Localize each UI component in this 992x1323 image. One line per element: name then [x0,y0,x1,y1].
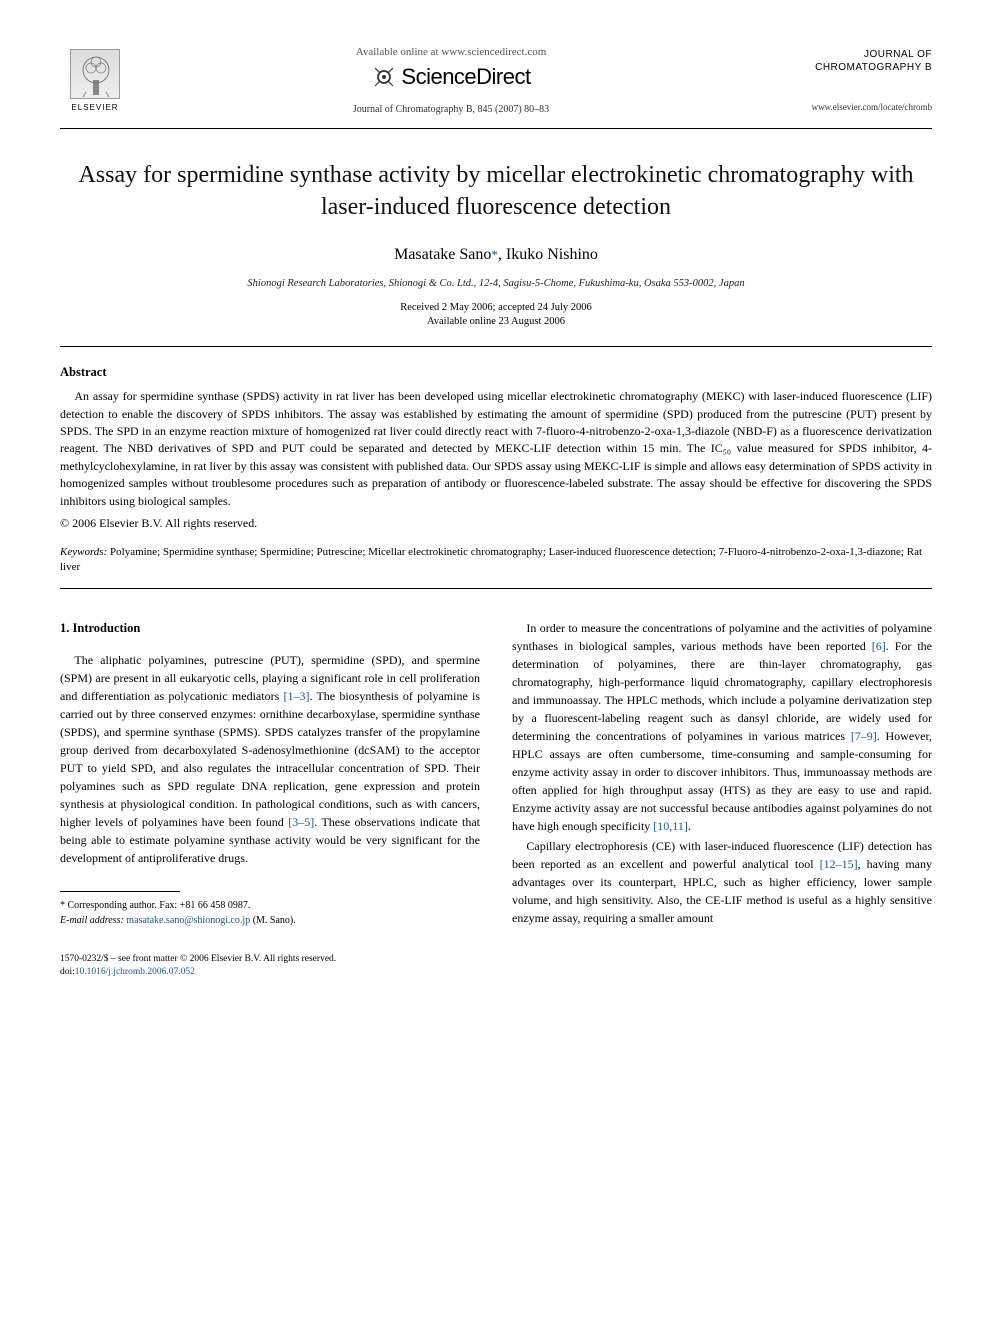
front-matter: 1570-0232/$ – see front matter © 2006 El… [60,953,932,966]
para2-text-a: In order to measure the concentrations o… [512,621,932,653]
doi-link[interactable]: 10.1016/j.jchromb.2006.07.052 [75,967,195,977]
right-column: In order to measure the concentrations o… [512,619,932,929]
sciencedirect-text: ScienceDirect [401,64,530,90]
right-header: JOURNAL OF CHROMATOGRAPHY B www.elsevier… [772,48,932,112]
dates: Received 2 May 2006; accepted 24 July 20… [60,301,932,330]
para2-text-d: . [688,819,691,833]
para2-text-b: . For the determination of polyamines, t… [512,639,932,743]
author-1: Masatake Sano [394,246,491,263]
journal-citation: Journal of Chromatography B, 845 (2007) … [130,104,772,115]
copyright: © 2006 Elsevier B.V. All rights reserved… [60,516,932,531]
doi-line: doi:10.1016/j.jchromb.2006.07.052 [60,966,932,979]
para2-text-c: . However, HPLC assays are often cumbers… [512,729,932,833]
ref-link-7-9[interactable]: [7–9] [851,729,877,743]
authors: Masatake Sano*, Ikuko Nishino [60,246,932,264]
keywords-label: Keywords: [60,546,107,558]
footnote: * Corresponding author. Fax: +81 66 458 … [60,898,480,928]
publisher-logo: ELSEVIER [60,40,130,120]
intro-para-3: Capillary electrophoresis (CE) with lase… [512,837,932,927]
abstract-body: An assay for spermidine synthase (SPDS) … [60,388,932,510]
body-columns: 1. Introduction The aliphatic polyamines… [60,619,932,929]
email-line: E-mail address: masatake.sano@shionogi.c… [60,913,480,928]
available-online-text: Available online at www.sciencedirect.co… [130,46,772,58]
footer-matter: 1570-0232/$ – see front matter © 2006 El… [60,953,932,980]
doi-label: doi: [60,967,75,977]
sciencedirect-logo: ScienceDirect [371,64,530,90]
author-2: Ikuko Nishino [506,246,598,263]
ref-link-6[interactable]: [6] [872,639,886,653]
sciencedirect-icon [371,64,397,90]
journal-url: www.elsevier.com/locate/chromb [772,102,932,112]
publisher-name: ELSEVIER [71,103,118,112]
affiliation: Shionogi Research Laboratories, Shionogi… [60,278,932,289]
left-column: 1. Introduction The aliphatic polyamines… [60,619,480,929]
para1-text-b: . The biosynthesis of polyamine is carri… [60,689,480,829]
journal-name: JOURNAL OF CHROMATOGRAPHY B [772,48,932,74]
keywords: Keywords: Polyamine; Spermidine synthase… [60,545,932,576]
intro-para-2: In order to measure the concentrations o… [512,619,932,835]
journal-name-line2: CHROMATOGRAPHY B [772,61,932,74]
email-name: (M. Sano). [253,915,296,926]
email-label: E-mail address: [60,915,124,926]
intro-para-1: The aliphatic polyamines, putrescine (PU… [60,651,480,867]
elsevier-tree-icon [70,49,120,99]
ref-link-10-11[interactable]: [10,11] [653,819,688,833]
corresponding-mark: * [491,247,498,262]
introduction-heading: 1. Introduction [60,619,480,638]
header-divider [60,128,932,129]
journal-name-line1: JOURNAL OF [772,48,932,61]
ref-link-12-15[interactable]: [12–15] [820,857,858,871]
corresponding-author: * Corresponding author. Fax: +81 66 458 … [60,898,480,913]
abstract-bottom-divider [60,588,932,589]
email-address[interactable]: masatake.sano@shionogi.co.jp [126,915,250,926]
ref-link-1-3[interactable]: [1–3] [283,689,309,703]
center-header: Available online at www.sciencedirect.co… [130,46,772,115]
abstract-top-divider [60,346,932,347]
abstract-heading: Abstract [60,365,932,380]
footnote-divider [60,891,180,892]
ref-link-3-5[interactable]: [3–5] [288,815,314,829]
header: ELSEVIER Available online at www.science… [60,40,932,120]
keywords-text: Polyamine; Spermidine synthase; Spermidi… [60,546,922,573]
online-date: Available online 23 August 2006 [60,315,932,330]
received-date: Received 2 May 2006; accepted 24 July 20… [60,301,932,316]
article-title: Assay for spermidine synthase activity b… [60,159,932,224]
